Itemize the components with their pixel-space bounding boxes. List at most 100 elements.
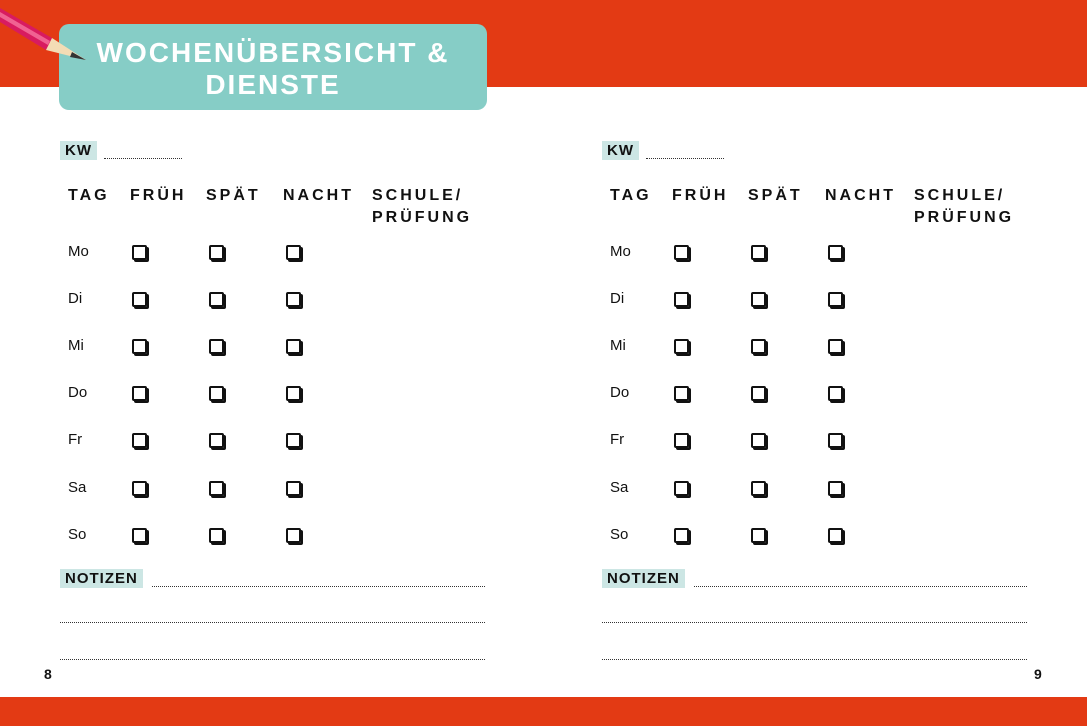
day-label: Mi — [610, 337, 626, 354]
checkbox-icon[interactable] — [674, 386, 689, 401]
page-title: WOCHENÜBERSICHT & DIENSTE — [59, 24, 487, 110]
checkbox-icon[interactable] — [209, 386, 224, 401]
checkbox-icon[interactable] — [132, 292, 147, 307]
column-header: SCHULE/ PRÜFUNG — [372, 187, 473, 226]
checkbox-icon[interactable] — [286, 339, 301, 354]
checkbox-icon[interactable] — [674, 433, 689, 448]
column-header: FRÜH — [672, 187, 729, 204]
day-label: Di — [610, 290, 625, 307]
checkbox-icon[interactable] — [132, 386, 147, 401]
notes-line[interactable] — [152, 586, 485, 587]
day-label: Di — [68, 290, 83, 307]
checkbox-icon[interactable] — [828, 481, 843, 496]
kw-input[interactable] — [104, 158, 182, 159]
checkbox-icon[interactable] — [828, 245, 843, 260]
school-exam-field[interactable] — [372, 332, 482, 360]
checkbox-icon[interactable] — [286, 245, 301, 260]
day-label: Mo — [610, 243, 631, 260]
page-number: 8 — [44, 666, 52, 682]
column-header: FRÜH — [130, 187, 187, 204]
day-label: So — [68, 526, 87, 543]
school-exam-field[interactable] — [914, 379, 1024, 407]
column-header: TAG — [68, 187, 110, 204]
school-exam-field[interactable] — [914, 521, 1024, 549]
checkbox-icon[interactable] — [751, 339, 766, 354]
checkbox-icon[interactable] — [209, 481, 224, 496]
title-line-1: WOCHENÜBERSICHT & — [96, 37, 450, 68]
notes-label: NOTIZEN — [602, 569, 685, 588]
checkbox-icon[interactable] — [828, 292, 843, 307]
checkbox-icon[interactable] — [132, 481, 147, 496]
kw-input[interactable] — [646, 158, 724, 159]
checkbox-icon[interactable] — [674, 481, 689, 496]
kw-label: KW — [602, 141, 639, 160]
school-exam-field[interactable] — [372, 285, 482, 313]
notes-line[interactable] — [694, 586, 1027, 587]
checkbox-icon[interactable] — [286, 433, 301, 448]
checkbox-icon[interactable] — [132, 433, 147, 448]
school-exam-field[interactable] — [914, 426, 1024, 454]
page-8: KW TAG FRÜH SPÄT NACHT SCHULE/ PRÜFUNG Mo Di Mi D… — [0, 0, 543, 697]
checkbox-icon[interactable] — [286, 292, 301, 307]
school-exam-field[interactable] — [372, 474, 482, 502]
checkbox-icon[interactable] — [209, 339, 224, 354]
day-label: Mo — [68, 243, 89, 260]
notes-line[interactable] — [602, 659, 1027, 660]
checkbox-icon[interactable] — [751, 245, 766, 260]
pencil-icon — [0, 8, 86, 60]
checkbox-icon[interactable] — [828, 339, 843, 354]
checkbox-icon[interactable] — [674, 292, 689, 307]
column-header: TAG — [610, 187, 652, 204]
school-exam-field[interactable] — [914, 238, 1024, 266]
day-label: Do — [610, 384, 630, 401]
checkbox-icon[interactable] — [209, 292, 224, 307]
column-header: NACHT — [825, 187, 896, 204]
day-label: Sa — [68, 479, 87, 496]
page-number: 9 — [1034, 666, 1042, 682]
checkbox-icon[interactable] — [674, 528, 689, 543]
checkbox-icon[interactable] — [828, 528, 843, 543]
checkbox-icon[interactable] — [132, 528, 147, 543]
checkbox-icon[interactable] — [286, 386, 301, 401]
page-9: KW TAG FRÜH SPÄT NACHT SCHULE/ PRÜFUNG Mo Di Mi D… — [542, 0, 1085, 697]
notes-line[interactable] — [60, 622, 485, 623]
school-exam-field[interactable] — [372, 426, 482, 454]
column-header: SPÄT — [748, 187, 803, 204]
school-exam-field[interactable] — [914, 332, 1024, 360]
checkbox-icon[interactable] — [132, 245, 147, 260]
notes-label: NOTIZEN — [60, 569, 143, 588]
column-header: SCHULE/ PRÜFUNG — [914, 187, 1015, 226]
checkbox-icon[interactable] — [209, 433, 224, 448]
day-label: Fr — [610, 431, 625, 448]
notes-line[interactable] — [602, 622, 1027, 623]
checkbox-icon[interactable] — [132, 339, 147, 354]
checkbox-icon[interactable] — [751, 292, 766, 307]
notes-line[interactable] — [60, 659, 485, 660]
day-label: Sa — [610, 479, 629, 496]
checkbox-icon[interactable] — [674, 245, 689, 260]
column-header: NACHT — [283, 187, 354, 204]
school-exam-field[interactable] — [372, 521, 482, 549]
checkbox-icon[interactable] — [209, 245, 224, 260]
day-label: So — [610, 526, 629, 543]
day-label: Fr — [68, 431, 83, 448]
checkbox-icon[interactable] — [828, 433, 843, 448]
checkbox-icon[interactable] — [751, 433, 766, 448]
kw-label: KW — [60, 141, 97, 160]
bottom-band — [0, 697, 1087, 726]
checkbox-icon[interactable] — [751, 386, 766, 401]
school-exam-field[interactable] — [914, 474, 1024, 502]
title-line-2: DIENSTE — [205, 69, 341, 100]
school-exam-field[interactable] — [372, 379, 482, 407]
checkbox-icon[interactable] — [828, 386, 843, 401]
day-label: Mi — [68, 337, 84, 354]
school-exam-field[interactable] — [914, 285, 1024, 313]
checkbox-icon[interactable] — [286, 481, 301, 496]
column-header: SPÄT — [206, 187, 261, 204]
checkbox-icon[interactable] — [674, 339, 689, 354]
checkbox-icon[interactable] — [286, 528, 301, 543]
school-exam-field[interactable] — [372, 238, 482, 266]
checkbox-icon[interactable] — [209, 528, 224, 543]
checkbox-icon[interactable] — [751, 528, 766, 543]
checkbox-icon[interactable] — [751, 481, 766, 496]
